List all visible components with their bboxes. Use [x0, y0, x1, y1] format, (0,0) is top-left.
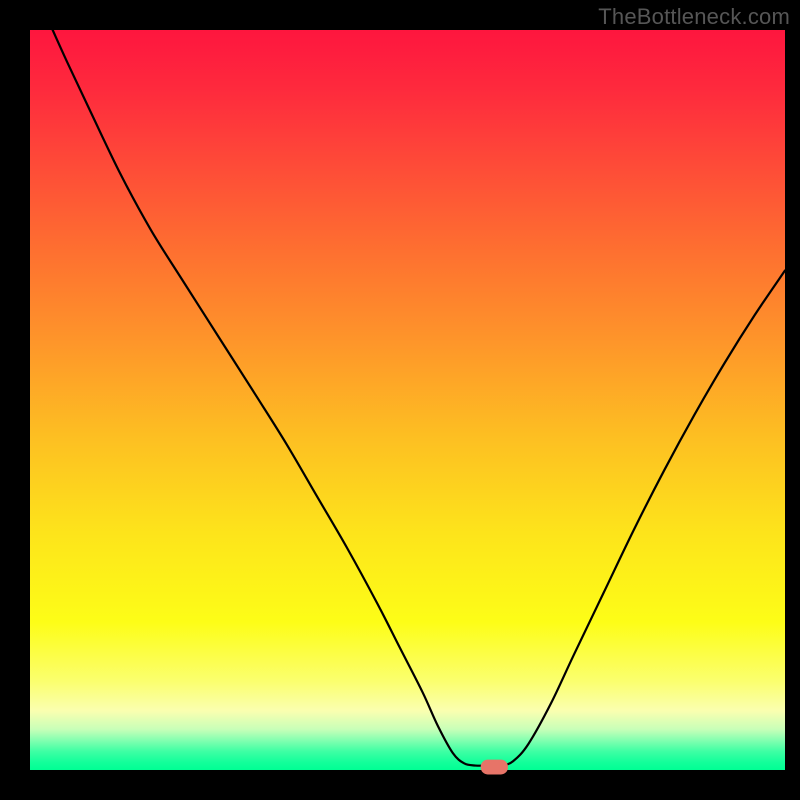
chart-stage: TheBottleneck.com	[0, 0, 800, 800]
watermark-text: TheBottleneck.com	[598, 4, 790, 30]
bottleneck-chart	[0, 0, 800, 800]
plot-background	[30, 30, 785, 770]
optimal-marker	[481, 760, 508, 775]
